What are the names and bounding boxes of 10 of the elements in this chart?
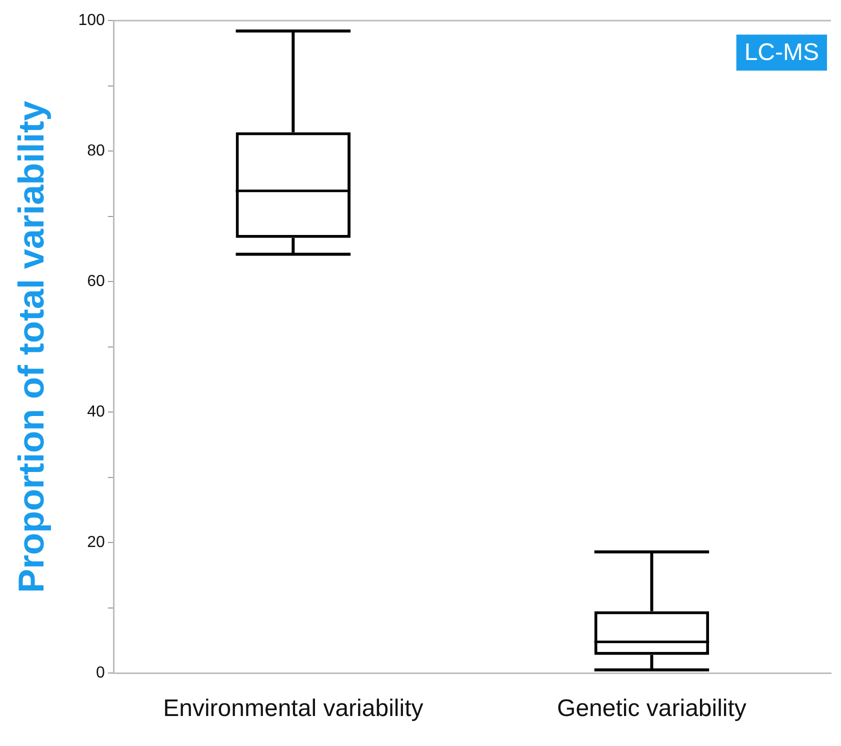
y-axis-title: Proportion of total variability — [10, 100, 52, 593]
x-tick-label: Genetic variability — [557, 695, 746, 722]
annotation: LC-MS — [744, 39, 819, 66]
y-tick-label: 40 — [87, 404, 105, 421]
y-tick-label: 80 — [87, 142, 105, 160]
y-tick-label: 0 — [96, 664, 105, 682]
y-tick-label: 20 — [87, 534, 105, 552]
y-tick-label: 60 — [87, 273, 105, 290]
y-tick-label: 100 — [78, 12, 105, 30]
x-tick-label: Environmental variability — [163, 695, 424, 722]
